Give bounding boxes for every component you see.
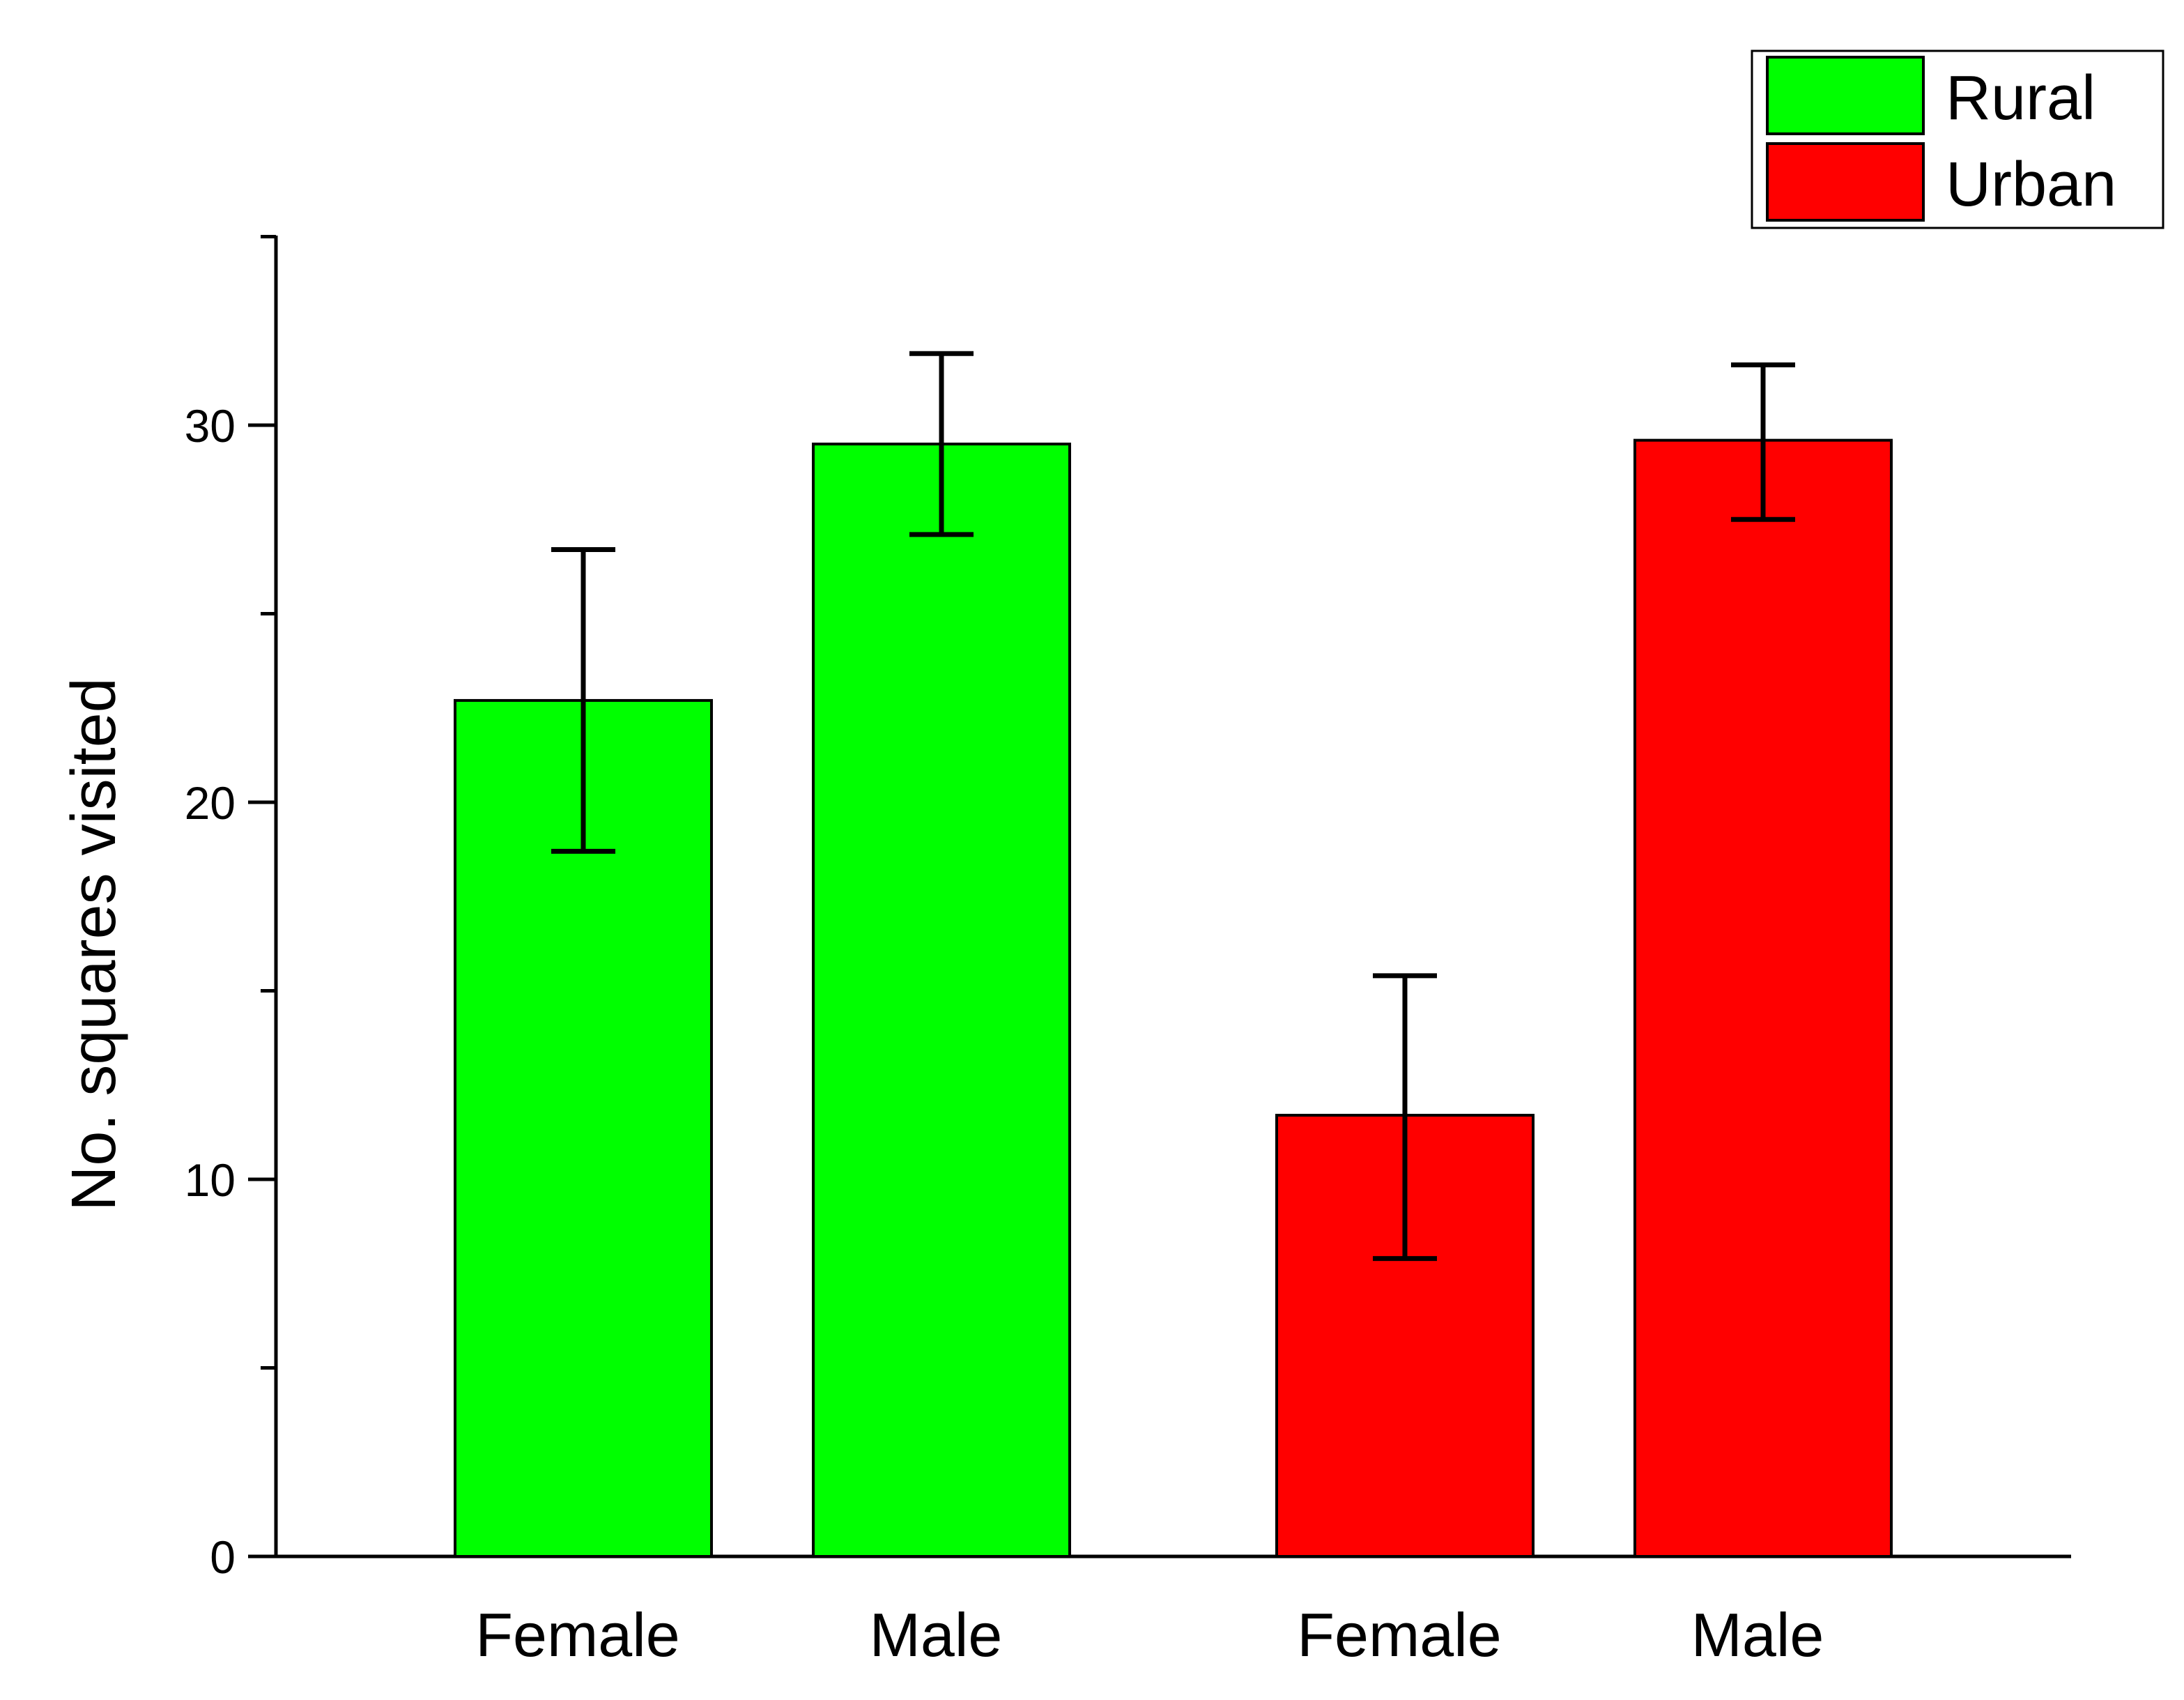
- error-bars: [551, 351, 1795, 1262]
- category-label-2: Female: [1297, 1600, 1501, 1669]
- y-tick-label-10: 10: [185, 1154, 236, 1206]
- bar-urban-male: [1633, 438, 1893, 1558]
- category-label-0: Female: [475, 1600, 679, 1669]
- y-ticks: 0 10 20 30: [185, 235, 276, 1583]
- legend-swatch-rural: [1766, 56, 1925, 135]
- legend-swatch-urban: [1766, 142, 1925, 222]
- y-axis-title: No. squares visited: [59, 677, 129, 1211]
- category-label-3: Male: [1691, 1600, 1824, 1669]
- y-tick-label-30: 30: [185, 400, 236, 452]
- bar-rural-male: [812, 443, 1071, 1558]
- legend: Rural Urban: [1751, 49, 2164, 229]
- y-tick-label-0: 0: [210, 1531, 236, 1583]
- legend-label-urban: Urban: [1946, 150, 2116, 220]
- category-label-1: Male: [870, 1600, 1003, 1669]
- category-labels: Female Male Female Male: [475, 1600, 1824, 1669]
- legend-label-rural: Rural: [1946, 63, 2095, 133]
- y-tick-label-20: 20: [185, 777, 236, 829]
